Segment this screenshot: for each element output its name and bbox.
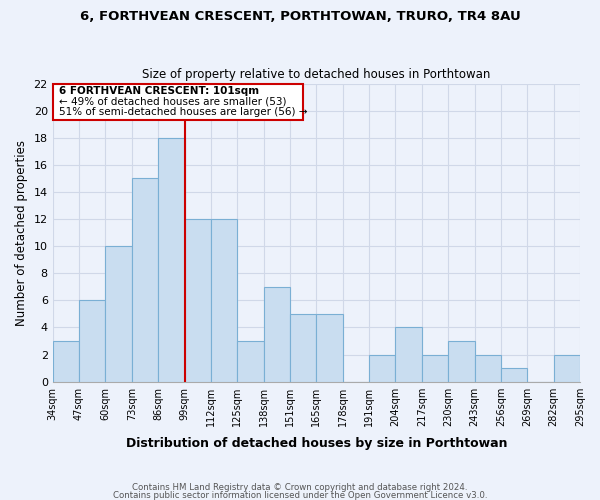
- Text: Contains public sector information licensed under the Open Government Licence v3: Contains public sector information licen…: [113, 490, 487, 500]
- Bar: [185, 219, 211, 382]
- Bar: [422, 354, 448, 382]
- Bar: [369, 354, 395, 382]
- Text: 6 FORTHVEAN CRESCENT: 101sqm: 6 FORTHVEAN CRESCENT: 101sqm: [59, 86, 259, 96]
- Text: 51% of semi-detached houses are larger (56) →: 51% of semi-detached houses are larger (…: [59, 106, 308, 117]
- Bar: [554, 354, 580, 382]
- Bar: [290, 314, 316, 382]
- FancyBboxPatch shape: [53, 84, 303, 120]
- Bar: [106, 246, 132, 382]
- Bar: [132, 178, 158, 382]
- Bar: [237, 341, 263, 382]
- Bar: [316, 314, 343, 382]
- Bar: [211, 219, 237, 382]
- Bar: [475, 354, 501, 382]
- Bar: [158, 138, 185, 382]
- Text: Contains HM Land Registry data © Crown copyright and database right 2024.: Contains HM Land Registry data © Crown c…: [132, 484, 468, 492]
- Bar: [53, 341, 79, 382]
- Bar: [448, 341, 475, 382]
- Bar: [395, 328, 422, 382]
- Bar: [501, 368, 527, 382]
- Text: 6, FORTHVEAN CRESCENT, PORTHTOWAN, TRURO, TR4 8AU: 6, FORTHVEAN CRESCENT, PORTHTOWAN, TRURO…: [80, 10, 520, 23]
- Title: Size of property relative to detached houses in Porthtowan: Size of property relative to detached ho…: [142, 68, 491, 81]
- Text: ← 49% of detached houses are smaller (53): ← 49% of detached houses are smaller (53…: [59, 96, 287, 106]
- Y-axis label: Number of detached properties: Number of detached properties: [15, 140, 28, 326]
- X-axis label: Distribution of detached houses by size in Porthtowan: Distribution of detached houses by size …: [125, 437, 507, 450]
- Bar: [79, 300, 106, 382]
- Bar: [263, 287, 290, 382]
